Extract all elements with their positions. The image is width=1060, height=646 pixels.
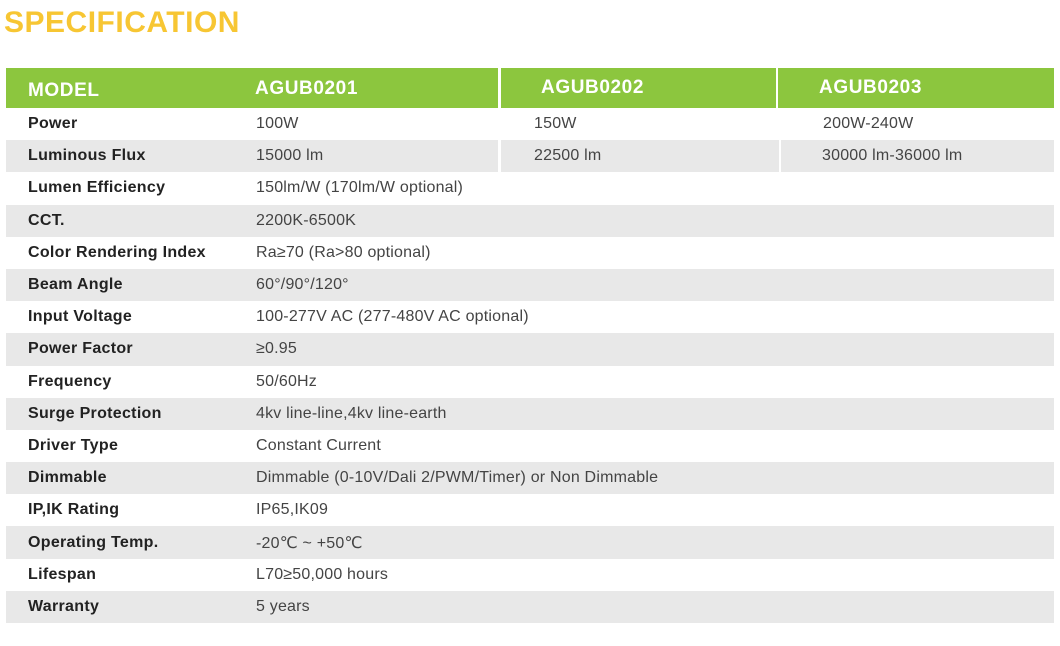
row-value: 100-277V AC (277-480V AC optional) [256, 308, 529, 326]
row-value: 5 years [256, 597, 310, 615]
row-value-2: 22500 lm [498, 140, 779, 173]
row-value: 2200K-6500K [256, 211, 357, 229]
row-label: Color Rendering Index [28, 243, 206, 261]
table-row: Lifespan L70≥50,000 hours [6, 559, 1054, 591]
row-value: IP65,IK09 [256, 501, 329, 519]
table-row: Warranty 5 years [6, 590, 1054, 623]
row-label: Input Voltage [28, 308, 133, 326]
row-value: Constant Current [256, 436, 382, 454]
row-label: Luminous Flux [28, 147, 146, 165]
row-label: Warranty [28, 597, 100, 615]
table-row: Beam Angle 60°/90°/120° [6, 268, 1054, 302]
row-value-3: 30000 lm-36000 lm [779, 140, 1054, 173]
row-label: Frequency [28, 372, 112, 390]
table-row: Driver Type Constant Current [6, 430, 1054, 462]
row-label: Power [28, 115, 78, 133]
row-value: Ra≥70 (Ra>80 optional) [256, 243, 431, 261]
table-row: CCT. 2200K-6500K [6, 204, 1054, 237]
row-label: Lumen Efficiency [28, 179, 166, 197]
row-label: Lifespan [28, 565, 97, 583]
row-value: ≥0.95 [256, 340, 297, 358]
page-title: SPECIFICATION [4, 6, 240, 39]
row-label: IP,IK Rating [28, 501, 120, 519]
table-row: Color Rendering Index Ra≥70 (Ra>80 option… [6, 237, 1054, 269]
row-label: Beam Angle [28, 276, 123, 294]
row-value: 50/60Hz [256, 372, 317, 390]
row-value-3: 200W-240W [823, 115, 914, 133]
table-row: Surge Protection 4kv line-line,4kv line-e… [6, 397, 1054, 430]
table-row: Frequency 50/60Hz [6, 366, 1054, 398]
table-row: Lumen Efficiency 150lm/W (170lm/W optiona… [6, 172, 1054, 204]
header-model-label: MODEL [28, 80, 100, 101]
row-value: L70≥50,000 hours [256, 565, 389, 583]
table-row: Power Factor ≥0.95 [6, 333, 1054, 366]
table-body: Power 100W 150W 200W-240W Luminous Flux 15000… [6, 108, 1054, 623]
row-value-1: 15000 lm [256, 147, 324, 165]
table-row: Dimmable Dimmable (0-10V/Dali 2/PWM/Timer… [6, 462, 1054, 495]
table-header: MODEL AGUB0201 AGUB0202 AGUB0203 [6, 68, 1054, 108]
row-value: Dimmable (0-10V/Dali 2/PWM/Timer) or Non… [256, 469, 659, 487]
row-value: -20℃ ~ +50℃ [256, 534, 363, 552]
row-label: Power Factor [28, 340, 133, 358]
table-row: Luminous Flux 15000 lm 22500 lm 30000 lm-36… [6, 140, 1054, 173]
specification-table: MODEL AGUB0201 AGUB0202 AGUB0203 Power 10… [6, 68, 1054, 623]
row-label: Surge Protection [28, 404, 162, 422]
header-model-agub0202: AGUB0202 [501, 68, 776, 108]
table-row: IP,IK Rating IP65,IK09 [6, 494, 1054, 526]
row-label: CCT. [28, 211, 65, 229]
table-row: Power 100W 150W 200W-240W [6, 108, 1054, 140]
row-value: 60°/90°/120° [256, 276, 349, 294]
row-value: 150lm/W (170lm/W optional) [256, 179, 464, 197]
header-model-agub0203: AGUB0203 [778, 68, 1054, 108]
table-row: Input Voltage 100-277V AC (277-480V AC op… [6, 301, 1054, 333]
row-value-1: 100W [256, 115, 299, 133]
row-value-2: 150W [534, 115, 577, 133]
table-row: Operating Temp. -20℃ ~ +50℃ [6, 526, 1054, 559]
header-model-agub0201: AGUB0201 [255, 78, 359, 99]
row-label: Operating Temp. [28, 533, 159, 551]
row-label: Driver Type [28, 436, 119, 454]
row-label: Dimmable [28, 469, 107, 487]
header-cell-model: MODEL AGUB0201 [6, 68, 498, 108]
row-value: 4kv line-line,4kv line-earth [256, 404, 447, 422]
